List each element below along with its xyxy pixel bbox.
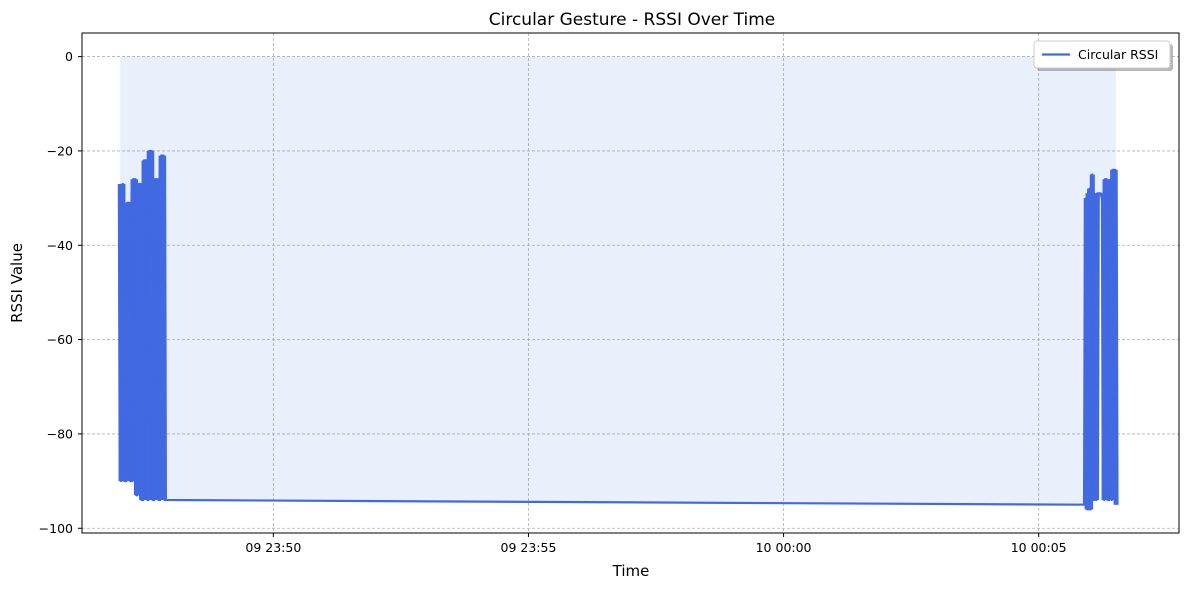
y-tick-label: −20 — [47, 143, 73, 158]
y-tick-label: −80 — [47, 426, 73, 441]
series-segment — [140, 160, 147, 500]
series-segment — [145, 150, 152, 500]
chart-title: Circular Gesture - RSSI Over Time — [489, 10, 776, 30]
x-tick-label: 09 23:55 — [501, 540, 557, 555]
series-segment — [1109, 169, 1116, 500]
series-segment — [151, 179, 158, 500]
legend-box — [1033, 40, 1171, 69]
x-tick-label: 09 23:50 — [245, 540, 301, 555]
legend-label-circular-rssi: Circular RSSI — [1078, 47, 1158, 62]
y-tick-label: −100 — [39, 521, 73, 536]
series-vertical-strokes — [117, 150, 1119, 510]
x-tick-label: 10 00:05 — [1011, 540, 1067, 555]
y-tick-label: −60 — [47, 332, 73, 347]
y-tick-label: −40 — [47, 238, 73, 253]
y-tick-label: 0 — [65, 49, 73, 64]
series-area-fill — [120, 56, 1117, 510]
series-segment — [1094, 193, 1100, 500]
y-axis-label: RSSI Value — [8, 243, 26, 323]
axis-ticks: 0 −20 −40 −60 −80 −100 09 23:50 09 23:55 10 00:0… — [39, 49, 1067, 555]
legend: Circular RSSI — [1033, 40, 1173, 71]
series-segment — [157, 155, 164, 500]
x-tick-label: 10 00:00 — [756, 540, 812, 555]
x-axis-label: Time — [612, 562, 650, 580]
series-segment — [134, 183, 141, 496]
series-segment — [129, 179, 136, 482]
series-segment — [1112, 169, 1119, 505]
series-segment — [161, 155, 167, 500]
grid-lines — [82, 33, 1179, 533]
series-segment — [123, 202, 130, 482]
plot-frame — [81, 32, 1180, 534]
